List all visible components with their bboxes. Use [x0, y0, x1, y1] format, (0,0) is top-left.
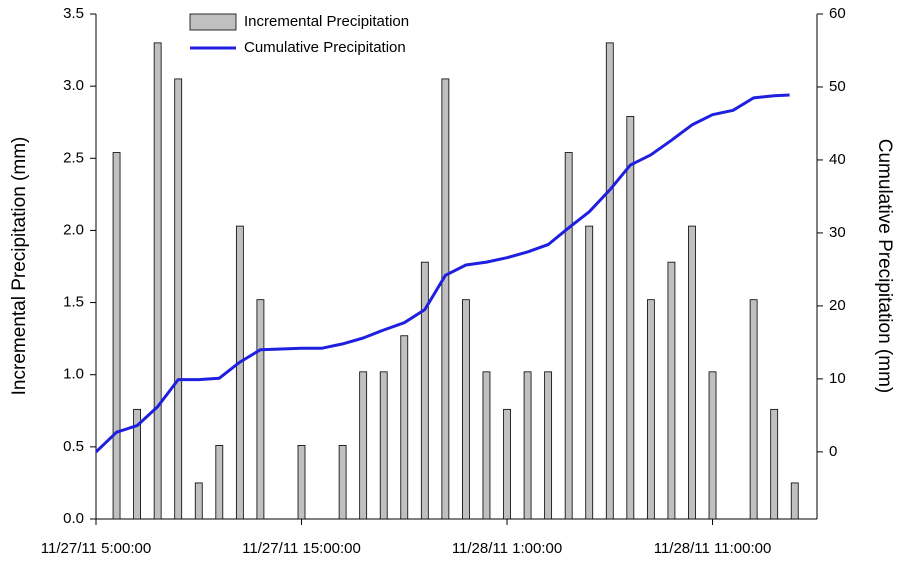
legend-swatch: [189, 13, 237, 31]
bar: [462, 299, 470, 520]
bar: [770, 408, 779, 520]
x-tick-label: 11/28/11 11:00:00: [654, 540, 772, 557]
bar: [112, 152, 121, 520]
bar: [688, 225, 696, 520]
legend-label: Cumulative Precipitation: [244, 39, 406, 56]
bar: [297, 445, 306, 520]
x-tick-label: 11/27/11 15:00:00: [242, 540, 361, 557]
x-tick-label: 11/27/11 5:00:00: [41, 540, 151, 557]
line: [94, 93, 790, 453]
bar: [523, 371, 532, 520]
y2-tick-label: 30: [829, 224, 846, 241]
bar: [646, 299, 655, 520]
bar: [400, 335, 409, 520]
y2-axis-title: Cumulative Precipitation (mm): [874, 139, 895, 393]
y2-tick-label: 60: [829, 5, 846, 22]
bar: [790, 482, 799, 520]
bar: [379, 371, 388, 520]
y2-tick-label: 10: [829, 370, 846, 387]
bar: [338, 445, 347, 520]
bar: [235, 225, 244, 520]
y-axis-title: Incremental Precipitation (mm): [9, 137, 30, 396]
bar: [503, 408, 511, 520]
bar: [564, 152, 573, 520]
y2-tick-label: 40: [829, 151, 846, 168]
y-tick-label: 1.0: [63, 366, 84, 383]
bar: [133, 408, 142, 520]
y-tick-label: 3.5: [63, 5, 84, 22]
bar: [194, 482, 203, 520]
x-tick-label: 11/28/11 1:00:00: [452, 540, 562, 557]
bar: [420, 261, 429, 520]
legend-label: Incremental Precipitation: [244, 13, 409, 30]
y-tick-label: 2.5: [63, 149, 84, 166]
bar: [605, 42, 614, 520]
bar: [626, 116, 635, 520]
bar: [153, 42, 162, 520]
y-tick-label: 2.0: [63, 221, 84, 238]
bar: [708, 371, 717, 520]
y-tick-label: 0.0: [63, 510, 84, 527]
bar: [215, 445, 224, 520]
bar: [359, 371, 368, 520]
y-tick-label: 3.0: [63, 77, 84, 94]
bar: [256, 299, 265, 520]
y2-tick-label: 0: [829, 443, 837, 460]
bar: [585, 225, 594, 520]
bar: [749, 299, 758, 520]
bar: [544, 371, 553, 520]
bar: [174, 78, 183, 520]
y2-tick-label: 20: [829, 297, 846, 314]
bar: [482, 371, 491, 520]
y-tick-label: 1.5: [63, 294, 84, 311]
bar: [441, 78, 450, 520]
y2-tick-label: 50: [829, 78, 846, 95]
y-tick-label: 0.5: [63, 438, 84, 455]
bar: [667, 261, 676, 520]
